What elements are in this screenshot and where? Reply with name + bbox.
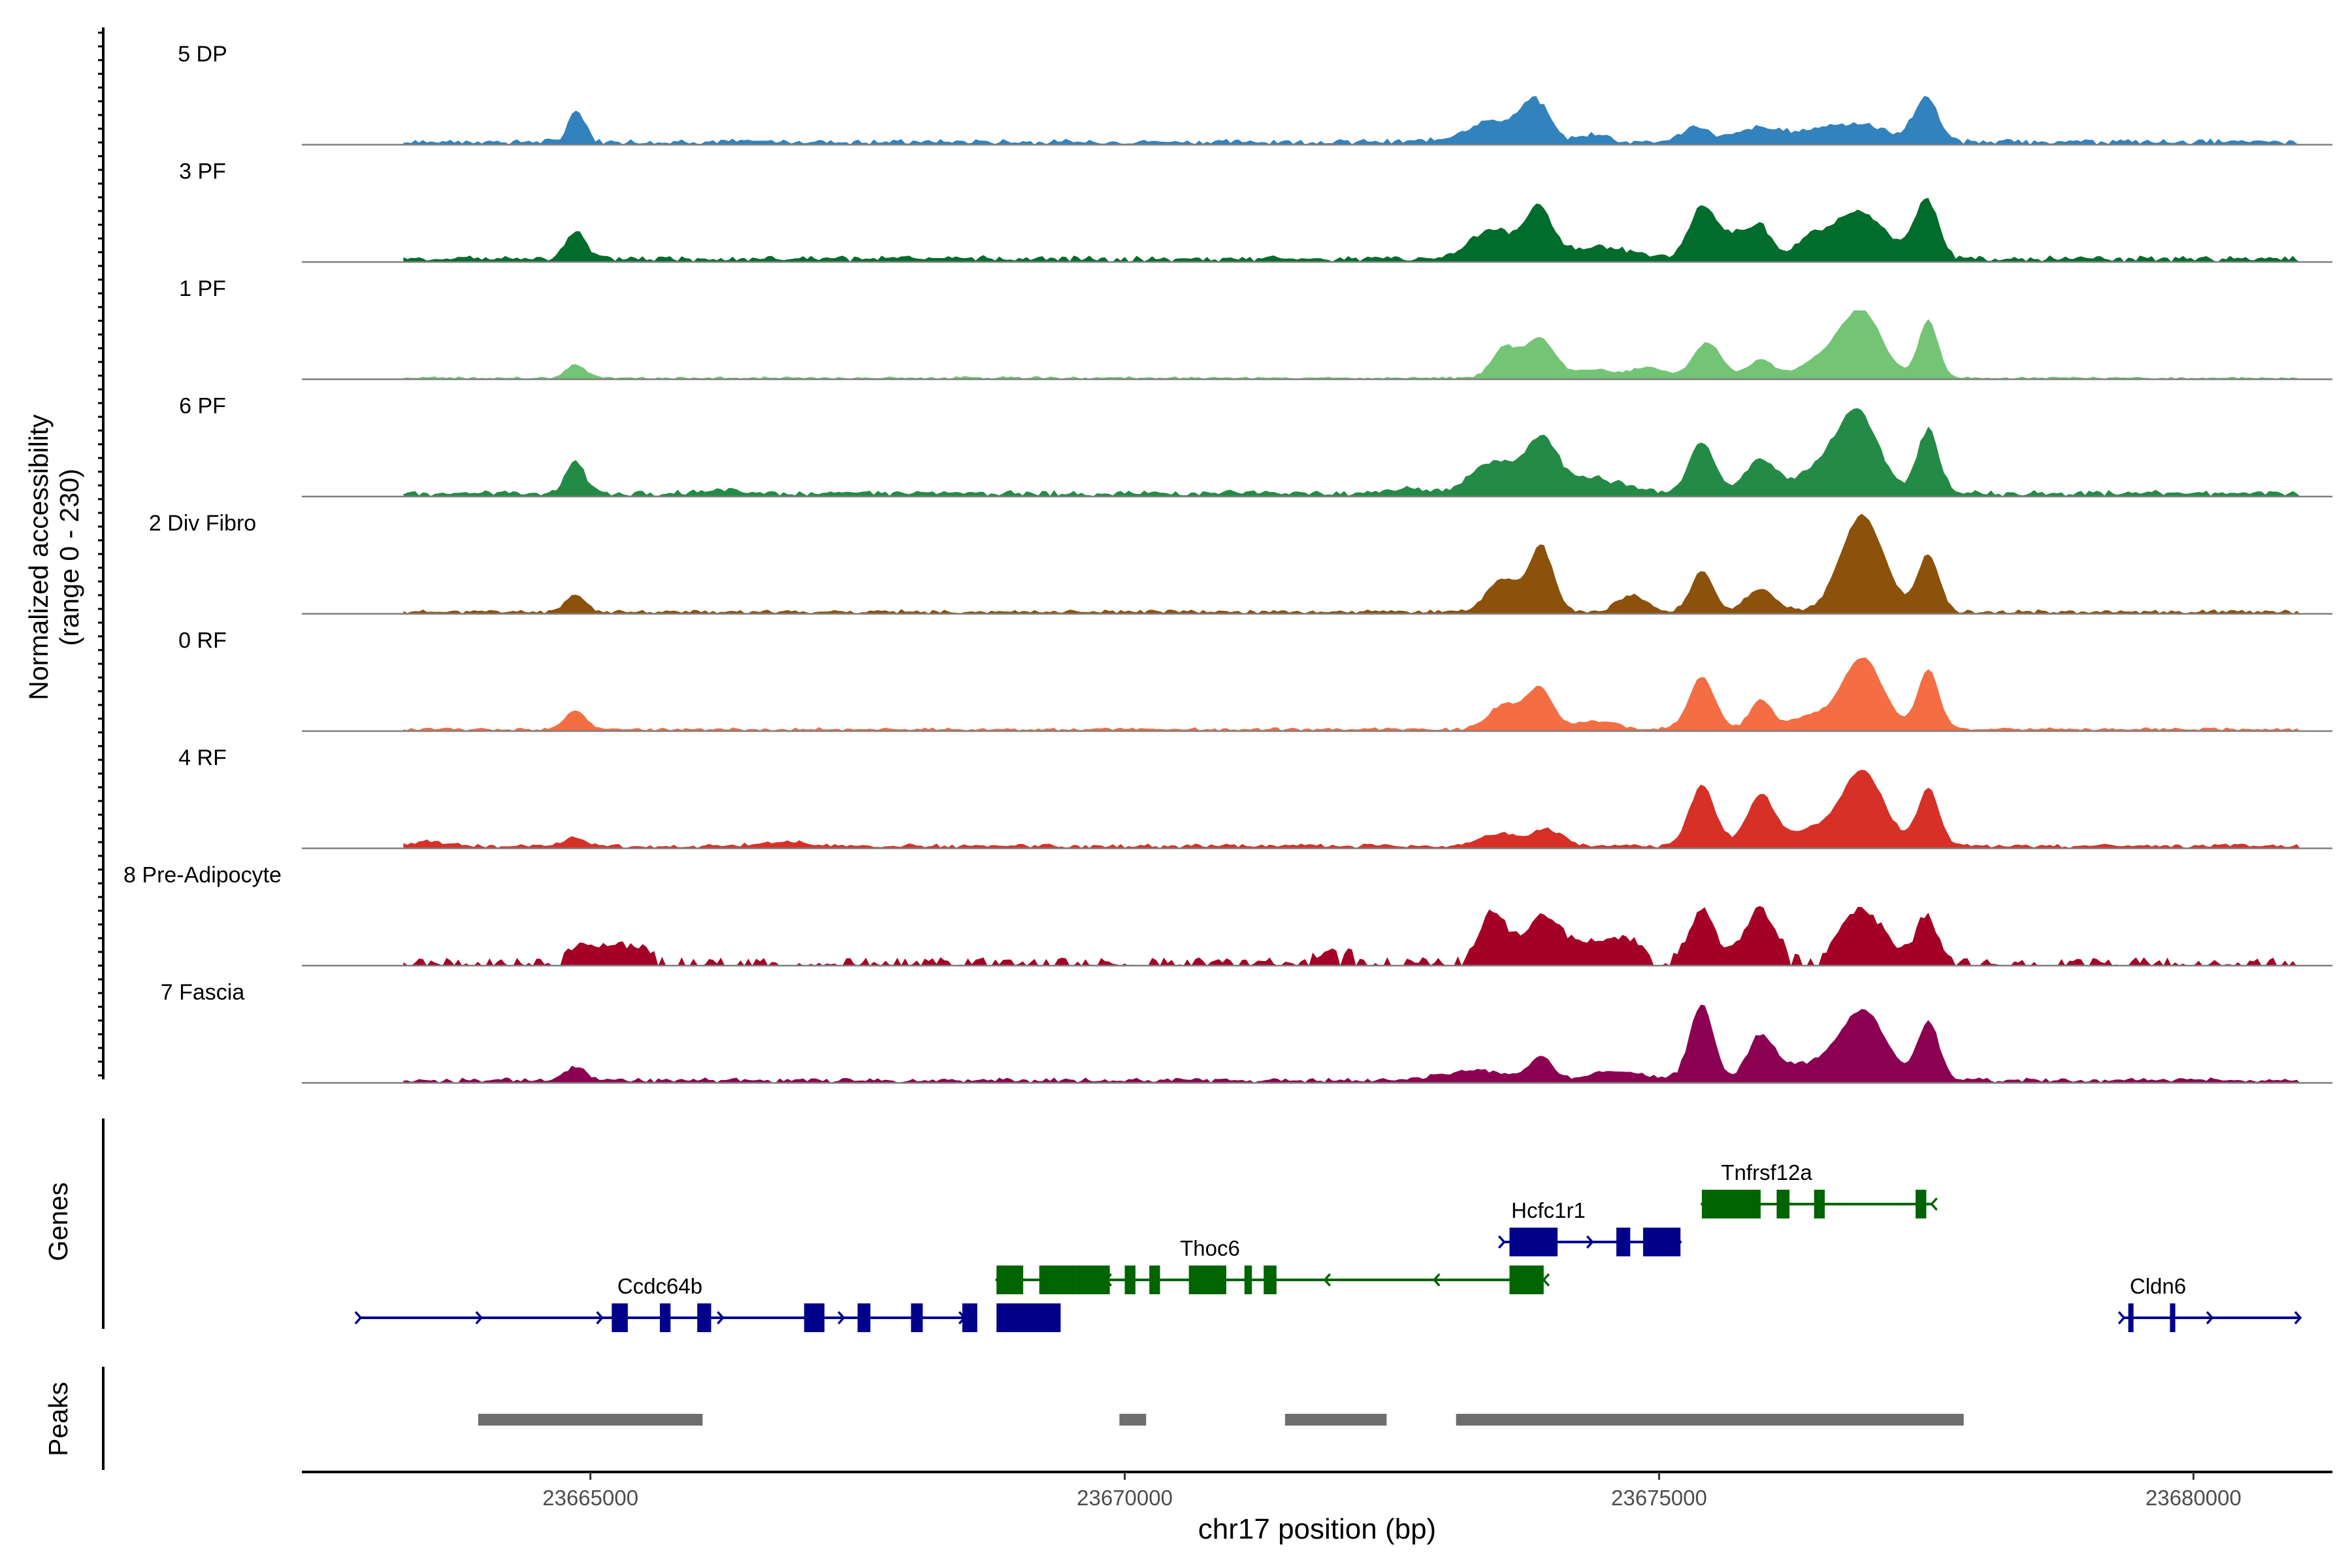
gene-exon (1264, 1266, 1277, 1294)
gene-label: Ccdc64b (617, 1274, 702, 1298)
gene-ccdc64b: Ccdc64b (354, 1274, 1061, 1332)
coverage-area (403, 310, 2300, 380)
gene-tnfrsf12a: Tnfrsf12a (1700, 1160, 1938, 1218)
gene-exon (1509, 1228, 1558, 1256)
gene-exon (911, 1303, 923, 1332)
strand-arrow (1497, 1235, 1506, 1249)
gene-exon (1076, 1266, 1110, 1294)
strand-arrow (1323, 1273, 1331, 1287)
y-axis-label-line2: (range 0 - 230) (54, 468, 84, 645)
peak-bar (1284, 1414, 1387, 1426)
track-6-pf: 6 PF (179, 394, 2332, 498)
gene-label: Thoc6 (1180, 1236, 1240, 1260)
peak-bar (1456, 1414, 1964, 1426)
track-label: 4 RF (178, 745, 227, 770)
gene-exon (962, 1303, 977, 1332)
strand-arrow (838, 1311, 845, 1325)
strand-arrow (475, 1311, 483, 1325)
gene-exon (1616, 1228, 1631, 1256)
gene-label: Cldn6 (2130, 1274, 2186, 1298)
strand-arrow (1586, 1235, 1594, 1249)
accessibility-y-axis (98, 27, 105, 1079)
coverage-area (403, 1004, 2300, 1083)
gene-annotations: Ccdc64b Thoc6 Hcfc1r1 Tnfrsf12a Cldn6 (354, 1160, 2302, 1332)
x-tick-label: 23665000 (542, 1486, 638, 1510)
gene-exon (996, 1266, 1024, 1294)
coverage-area (403, 906, 2300, 966)
y-axis-label-line1: Normalized accessibility (24, 414, 54, 700)
gene-thoc6: Thoc6 (994, 1236, 1550, 1294)
coverage-area (403, 657, 2300, 731)
coverage-area (403, 95, 2300, 145)
gene-exon (1039, 1266, 1077, 1294)
track-label: 6 PF (179, 394, 226, 419)
track-3-pf: 3 PF (179, 159, 2332, 263)
gene-exon (1776, 1190, 1790, 1218)
gene-exon (1149, 1266, 1160, 1294)
gene-exon (1124, 1266, 1135, 1294)
gene-exon (804, 1303, 825, 1332)
gene-cldn6: Cldn6 (2117, 1274, 2302, 1332)
coverage-area (403, 197, 2300, 262)
x-tick-label: 23680000 (2146, 1486, 2242, 1510)
x-tick-label: 23675000 (1611, 1486, 1707, 1510)
strand-arrow (2294, 1311, 2302, 1325)
track-label: 8 Pre-Adipocyte (123, 863, 282, 888)
gene-label: Tnfrsf12a (1721, 1160, 1812, 1184)
coverage-tracks: 5 DP 3 PF 1 PF 6 PF 2 Div Fibro 0 RF 4 RF 8 Pre… (123, 42, 2332, 1084)
track-label: 1 PF (179, 276, 226, 301)
track-8-pre-adipocyte: 8 Pre-Adipocyte (123, 863, 2332, 967)
x-axis-ticks: 23665000 23670000 23675000 23680000 (542, 1472, 2242, 1510)
gene-exon (2128, 1303, 2134, 1332)
strand-arrow (1432, 1273, 1441, 1287)
gene-exon (1244, 1266, 1252, 1294)
peak-bar (1119, 1414, 1147, 1426)
strand-arrow (596, 1311, 604, 1325)
track-label: 0 RF (178, 629, 227, 653)
strand-arrow (354, 1311, 363, 1325)
peak-bar (478, 1414, 703, 1426)
gene-label: Hcfc1r1 (1511, 1198, 1586, 1222)
coverage-area (403, 514, 2300, 614)
gene-exon (612, 1303, 628, 1332)
peaks-panel-label: Peaks (43, 1382, 73, 1456)
gene-exon (1916, 1190, 1927, 1218)
track-0-rf: 0 RF (178, 629, 2332, 732)
gene-exon (659, 1303, 671, 1332)
gene-exon (2170, 1303, 2176, 1332)
coverage-area (403, 408, 2300, 497)
gene-exon (1642, 1228, 1681, 1256)
strand-arrow (2117, 1311, 2126, 1325)
gene-exon (1814, 1190, 1825, 1218)
gene-hcfc1r1: Hcfc1r1 (1497, 1198, 1682, 1256)
track-label: 5 DP (178, 42, 227, 67)
coverage-area (403, 770, 2300, 849)
gene-exon (1701, 1190, 1761, 1218)
gene-exon (1509, 1266, 1544, 1294)
strand-arrow (717, 1311, 725, 1325)
gene-exon (857, 1303, 871, 1332)
x-axis-label: chr17 position (bp) (1198, 1513, 1436, 1545)
gene-exon (1188, 1266, 1226, 1294)
peak-regions (478, 1414, 1964, 1426)
track-7-fascia: 7 Fascia (161, 980, 2332, 1084)
track-label: 3 PF (179, 159, 226, 184)
track-1-pf: 1 PF (179, 276, 2332, 380)
genes-panel-label: Genes (43, 1183, 73, 1262)
track-label: 2 Div Fibro (149, 511, 256, 536)
x-tick-label: 23670000 (1077, 1486, 1173, 1510)
track-2-div-fibro: 2 Div Fibro (149, 511, 2332, 615)
strand-arrow (1930, 1197, 1938, 1211)
gene-exon (996, 1303, 1061, 1332)
gene-exon (697, 1303, 711, 1332)
strand-arrow (2206, 1311, 2214, 1325)
track-label: 7 Fascia (161, 980, 245, 1005)
track-4-rf: 4 RF (178, 745, 2332, 849)
track-5-dp: 5 DP (178, 42, 2332, 146)
